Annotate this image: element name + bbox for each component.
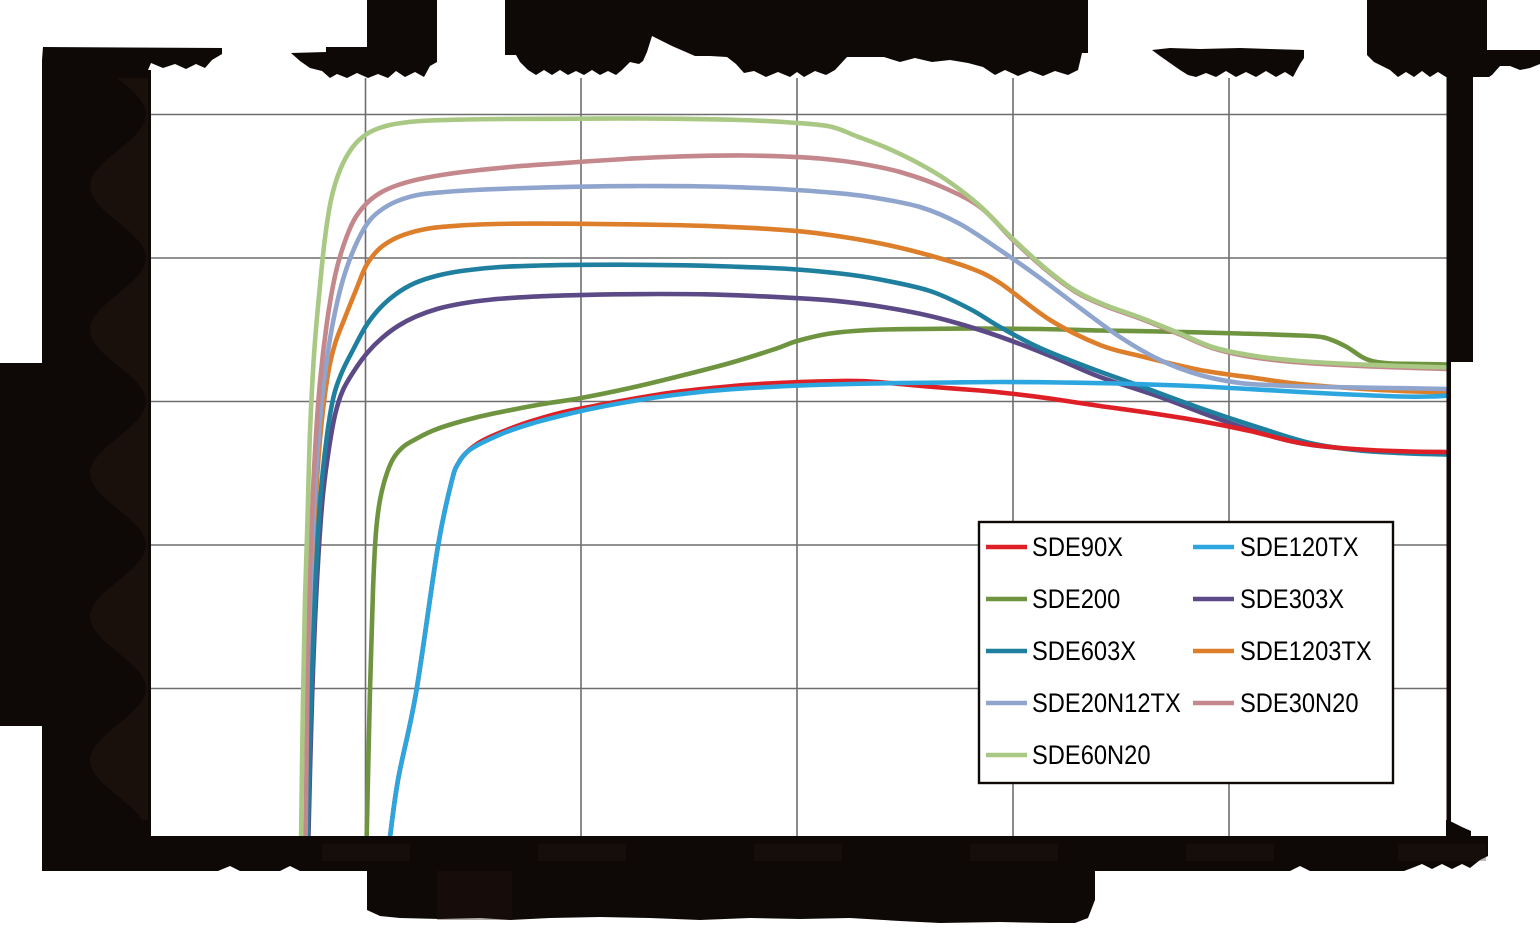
svg-text:SDE60N20: SDE60N20 <box>1032 740 1151 770</box>
svg-text:SDE1203TX: SDE1203TX <box>1240 636 1372 666</box>
svg-text:SDE120TX: SDE120TX <box>1240 532 1359 562</box>
svg-text:SDE200: SDE200 <box>1032 584 1120 614</box>
svg-text:SDE20N12TX: SDE20N12TX <box>1032 688 1181 718</box>
svg-text:SDE30N20: SDE30N20 <box>1240 688 1359 718</box>
svg-text:SDE90X: SDE90X <box>1032 532 1123 562</box>
svg-text:SDE303X: SDE303X <box>1240 584 1344 614</box>
svg-text:SDE603X: SDE603X <box>1032 636 1136 666</box>
